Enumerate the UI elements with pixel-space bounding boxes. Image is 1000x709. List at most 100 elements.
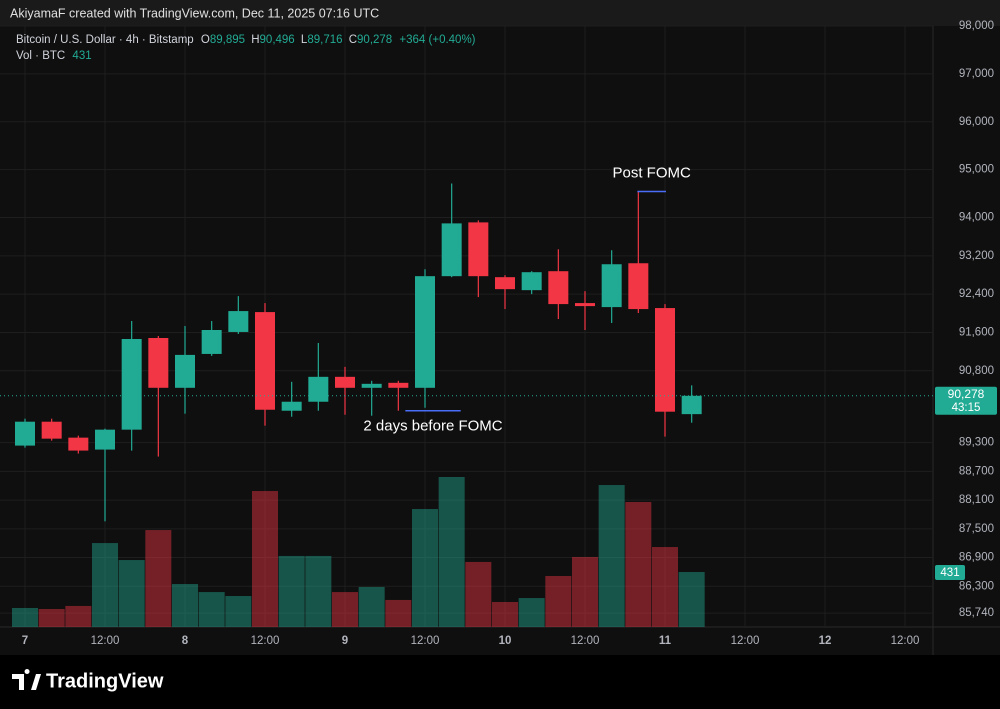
y-tick-label: 89,300 (959, 437, 994, 449)
candles (15, 183, 702, 522)
y-tick-label: 88,100 (959, 494, 994, 506)
y-tick-label: 98,000 (959, 20, 994, 32)
countdown: 43:15 (952, 402, 981, 414)
volume-bar (465, 561, 492, 627)
x-tick-label: 12:00 (571, 635, 600, 647)
candle-body (281, 401, 302, 411)
volume-tag (935, 565, 965, 581)
candle-body (388, 382, 409, 388)
top-bar (0, 0, 1000, 26)
volume-bar (412, 509, 438, 627)
x-tick-label: 12:00 (731, 635, 760, 647)
y-tick-label: 95,000 (959, 164, 994, 176)
volume-bar (545, 575, 572, 627)
x-tick-label: 9 (342, 635, 348, 647)
candle-body (441, 223, 462, 277)
candle-body (335, 376, 355, 388)
volume-bar (625, 502, 652, 627)
x-tick-label: 12 (819, 635, 832, 647)
candle-body (575, 303, 595, 307)
volume-bar (38, 609, 65, 627)
volume-bar (92, 543, 118, 627)
x-tick-label: 7 (22, 635, 28, 647)
symbol: Bitcoin / U.S. Dollar · 4h · Bitstamp (16, 34, 194, 46)
x-tick-label: 8 (182, 635, 189, 647)
candle-body (468, 222, 489, 277)
volume-bar (225, 596, 252, 627)
y-tick-label: 87,500 (959, 523, 994, 535)
legend-value: 90,496 (260, 34, 295, 46)
legend-key: C (349, 34, 357, 46)
x-tick-label: 11 (659, 635, 672, 647)
volume-bar (438, 477, 465, 627)
volume-bar (305, 555, 332, 627)
y-tick-label: 97,000 (959, 68, 994, 80)
x-tick-label: 12:00 (251, 635, 280, 647)
candle-body (548, 271, 569, 305)
volume-bar (518, 598, 545, 627)
volume-bar (252, 491, 278, 627)
header: AkiyamaF created with TradingView.com, D… (10, 6, 379, 20)
candle-body (95, 429, 115, 450)
volume-pane (12, 477, 705, 627)
volume-title: Vol · BTC (16, 50, 65, 62)
volume-value: 431 (72, 50, 91, 62)
x-tick-label: 12:00 (411, 635, 440, 647)
annotation: 2 days before FOMC (363, 418, 502, 435)
footer (0, 655, 1000, 709)
volume-bar (678, 572, 705, 627)
volume-legend: Vol · BTC 431 (16, 50, 92, 62)
candle-body (175, 354, 195, 388)
legend-value: 89,716 (307, 34, 342, 46)
annotation: Post FOMC (612, 164, 691, 181)
candle-body (681, 395, 702, 415)
volume-tag-label: 431 (940, 567, 959, 579)
last-price-label: 90,278 (948, 387, 985, 401)
y-tick-label: 86,300 (959, 580, 994, 592)
legend-value: 90,278 (357, 34, 392, 46)
legend-value: 89,895 (210, 34, 245, 46)
logo: TradingView (12, 669, 164, 692)
y-tick-label: 90,800 (959, 365, 994, 377)
grid (0, 25, 933, 627)
legend-key: H (251, 34, 259, 46)
y-tick-label: 94,000 (959, 212, 994, 224)
candle-body (601, 264, 622, 308)
volume-bar (65, 605, 92, 627)
volume-bar (332, 592, 358, 627)
legend-key: O (201, 34, 210, 46)
y-tick-label: 88,700 (959, 465, 994, 477)
volume-bar (198, 592, 225, 627)
volume-bar (598, 485, 625, 627)
x-tick-label: 12:00 (91, 635, 120, 647)
candle-body (655, 308, 675, 412)
volume-bar (652, 547, 678, 627)
x-tick-label: 12:00 (891, 635, 920, 647)
x-tick-label: 10 (499, 635, 512, 647)
candle-body (41, 421, 62, 439)
candle-body (228, 311, 249, 332)
y-tick-label: 85,740 (959, 607, 994, 619)
last-price-tag (935, 386, 997, 415)
volume-bar (492, 602, 518, 627)
volume-bar (12, 607, 38, 627)
candle-body (521, 272, 542, 291)
volume-bar (118, 560, 145, 627)
candle-body (415, 276, 435, 388)
volume-bar (358, 586, 385, 627)
brand: TradingView (46, 670, 164, 692)
volume-bar (385, 599, 412, 627)
candle-body (628, 263, 649, 310)
legend-key: L (301, 34, 308, 46)
volume-bar (172, 584, 198, 627)
y-tick-label: 91,600 (959, 327, 994, 339)
candle-body (15, 421, 35, 446)
change: +364 (+0.40%) (399, 34, 475, 46)
volume-bar (572, 556, 598, 627)
candle-body (121, 338, 142, 430)
candle-body (308, 376, 329, 402)
candle-body (201, 329, 222, 354)
y-tick-label: 93,200 (959, 250, 994, 262)
y-tick-label: 96,000 (959, 116, 994, 128)
